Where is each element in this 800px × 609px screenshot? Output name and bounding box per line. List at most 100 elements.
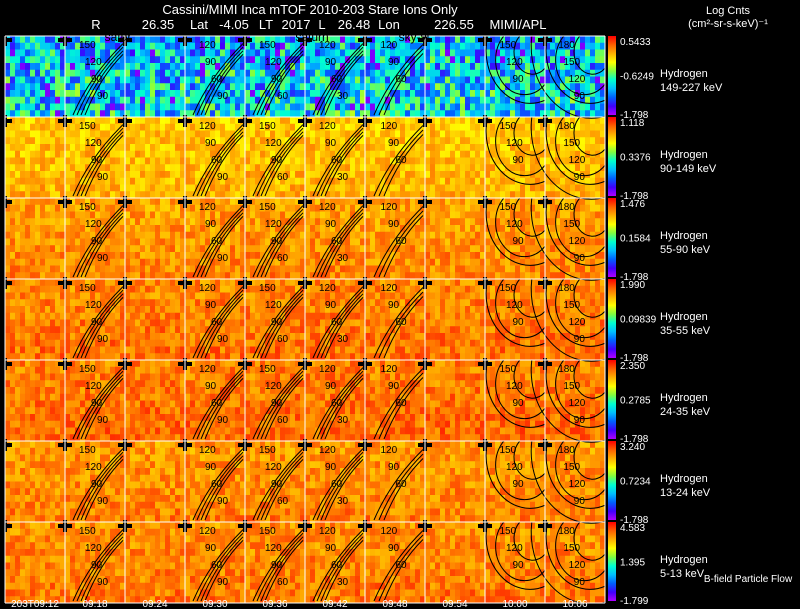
heatmap-cell [145,184,151,192]
heatmap-cell [40,333,46,341]
heatmap-cell [330,204,336,212]
heatmap-cell [450,150,456,158]
heatmap-cell [55,56,61,64]
heatmap-cell [405,130,411,138]
heatmap-cell [75,83,81,91]
heatmap-cell [490,218,496,226]
heatmap-cell [145,258,151,266]
heatmap-cell [85,312,91,320]
heatmap-cell [530,245,536,253]
heatmap-cell [320,245,326,253]
heatmap-cell [190,42,196,50]
heatmap-cell [150,76,156,84]
heatmap-cell [200,96,206,104]
heatmap-cell [365,157,371,165]
heatmap-cell [140,191,146,199]
heatmap-cell [245,211,251,219]
heatmap-cell [130,171,136,179]
heatmap-cell [70,353,76,361]
heatmap-cell [10,333,16,341]
heatmap-cell [600,117,606,125]
heatmap-cell [315,69,321,77]
heatmap-cell [245,292,251,300]
heatmap-cell [490,110,496,118]
heatmap-cell [245,49,251,57]
heatmap-cell [75,117,81,125]
heatmap-cell [300,49,306,57]
heatmap-cell [120,110,126,118]
heatmap-cell [45,285,51,293]
heatmap-cell [570,204,576,212]
heatmap-cell [380,130,386,138]
heatmap-cell [130,63,136,71]
heatmap-cell [245,56,251,64]
heatmap-cell [260,312,266,320]
heatmap-cell [15,90,21,98]
heatmap-cell [585,49,591,57]
heatmap-cell [565,49,571,57]
heatmap-cell [395,103,401,111]
heatmap-cell [160,285,166,293]
heatmap-cell [50,258,56,266]
heatmap-cell [275,42,281,50]
heatmap-cell [535,56,541,64]
heatmap-cell [385,204,391,212]
heatmap-cell [210,90,216,98]
heatmap-cell [305,225,311,233]
heatmap-cell [205,319,211,327]
heatmap-cell [185,90,191,98]
heatmap-cell [270,110,276,118]
heatmap-cell [440,36,446,44]
heatmap-cell [425,231,431,239]
heatmap-cell [435,238,441,246]
heatmap-cell [460,103,466,111]
heatmap-cell [335,103,341,111]
heatmap-cell [25,83,31,91]
heatmap-cell [425,211,431,219]
heatmap-cell [380,157,386,165]
heatmap-cell [470,238,476,246]
heatmap-cell [135,171,141,179]
heatmap-cell [260,252,266,260]
heatmap-cell [220,218,226,226]
heatmap-cell [340,198,346,206]
heatmap-cell [565,272,571,280]
heatmap-cell [200,63,206,71]
heatmap-cell [250,218,256,226]
heatmap-cell [155,49,161,57]
heatmap-cell [240,83,246,91]
heatmap-cell [255,231,261,239]
heatmap-cell [100,191,106,199]
heatmap-cell [140,171,146,179]
heatmap-cell [545,265,551,273]
heatmap-cell [485,252,491,260]
heatmap-cell [285,144,291,152]
heatmap-cell [570,123,576,131]
heatmap-cell [175,157,181,165]
heatmap-cell [190,292,196,300]
heatmap-cell [350,191,356,199]
heatmap-cell [10,144,16,152]
heatmap-cell [335,130,341,138]
heatmap-cell [325,56,331,64]
heatmap-cell [395,63,401,71]
heatmap-cell [505,83,511,91]
heatmap-cell [595,157,601,165]
heatmap-cell [535,177,541,185]
heatmap-cell [330,49,336,57]
heatmap-cell [40,177,46,185]
heatmap-cell [200,42,206,50]
heatmap-cell [115,177,121,185]
heatmap-cell [350,150,356,158]
heatmap-cell [5,49,11,57]
heatmap-cell [270,117,276,125]
heatmap-cell [80,279,86,287]
heatmap-cell [55,96,61,104]
heatmap-cell [310,191,316,199]
heatmap-cell [140,238,146,246]
heatmap-cell [460,63,466,71]
heatmap-cell [70,285,76,293]
heatmap-cell [90,292,96,300]
heatmap-cell [65,110,71,118]
heatmap-cell [230,279,236,287]
